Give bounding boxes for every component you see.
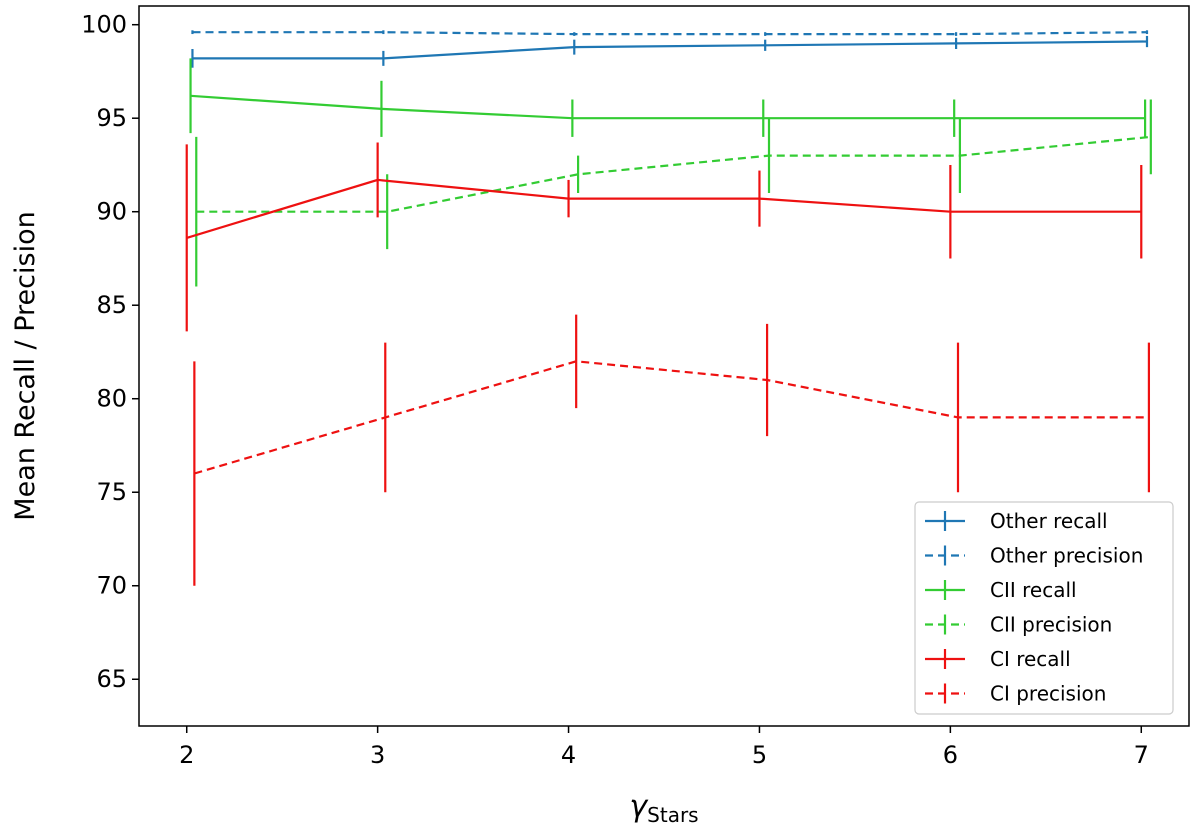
x-axis-label: γStars [629, 789, 698, 827]
x-tick-label: 3 [370, 741, 385, 769]
series-layer [185, 30, 1152, 586]
x-tick-label: 5 [752, 741, 767, 769]
y-tick-label: 75 [96, 478, 127, 506]
y-tick-label: 85 [96, 291, 127, 319]
x-axis-label-subscript: Stars [647, 803, 698, 827]
legend-item: Other precision [925, 544, 1143, 568]
legend-label: CI recall [990, 647, 1071, 671]
series-other-precision [191, 30, 1149, 36]
legend: Other recall Other precision CII recall CII… [914, 501, 1174, 715]
y-tick-label: 65 [96, 665, 127, 693]
y-tick-label: 90 [96, 198, 127, 226]
y-axis: 65 70 75 80 85 90 95 100 [81, 11, 139, 693]
legend-item: CI recall [925, 647, 1071, 671]
series-ci-recall [185, 142, 1143, 332]
series-line [196, 135, 1151, 213]
series-line [186, 178, 1142, 239]
series-other-recall [191, 35, 1149, 68]
legend-items: Other recall Other precision CII recall CII… [925, 509, 1143, 706]
legend-item: Other recall [925, 509, 1108, 533]
legend-label: CI precision [990, 682, 1106, 706]
legend-label: Other precision [990, 544, 1143, 568]
y-tick-label: 70 [96, 572, 127, 600]
legend-item: CII precision [925, 613, 1112, 637]
y-tick-label: 80 [96, 385, 127, 413]
legend-item: CI precision [925, 682, 1106, 706]
y-tick-label: 95 [96, 104, 127, 132]
y-tick-label: 100 [81, 11, 127, 39]
series-line [190, 94, 1146, 120]
y-axis-label: Mean Recall / Precision [10, 211, 41, 520]
legend-label: CII recall [990, 578, 1077, 602]
x-tick-label: 4 [561, 741, 576, 769]
series-line [192, 31, 1148, 36]
x-tick-label: 6 [943, 741, 958, 769]
series-ci-precision [193, 314, 1151, 586]
series-cii-recall [189, 58, 1147, 137]
series-line [192, 40, 1148, 60]
legend-box [914, 501, 1174, 715]
legend-item: CII recall [925, 578, 1077, 602]
x-tick-label: 2 [179, 741, 194, 769]
x-axis-label-symbol: γ [629, 789, 649, 824]
x-tick-label: 7 [1134, 741, 1149, 769]
series-cii-precision [195, 99, 1152, 287]
x-axis: 2 3 4 5 6 7 [179, 726, 1149, 769]
legend-label: CII precision [990, 613, 1112, 637]
legend-label: Other recall [990, 509, 1108, 533]
